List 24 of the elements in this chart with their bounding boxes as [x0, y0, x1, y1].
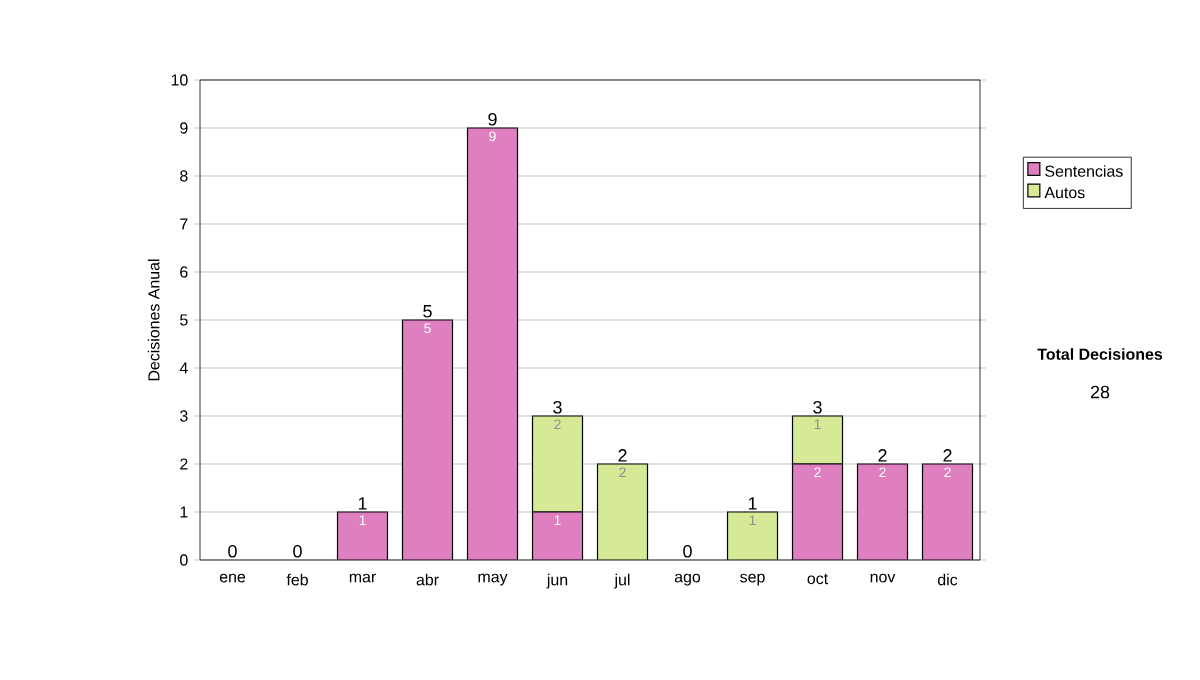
bar: [531, 415, 584, 513]
text: 28: [1090, 385, 1110, 399]
total-label: 2: [878, 449, 887, 462]
bar: [791, 415, 844, 465]
bar: [791, 463, 844, 560]
bar: [856, 463, 909, 560]
bar: [467, 127, 518, 560]
total-label: 2: [618, 449, 627, 462]
total-label: 1: [748, 497, 757, 510]
bar: [532, 512, 583, 560]
total-label: 9: [488, 112, 497, 126]
total-label: 3: [813, 400, 822, 414]
bar: [726, 511, 779, 560]
total-label: 0: [683, 544, 692, 558]
bar: [402, 319, 453, 560]
total-label: 0: [228, 544, 237, 558]
bar: [921, 463, 974, 560]
total-label: 0: [293, 544, 302, 558]
total-label: 3: [553, 400, 562, 414]
bar: [337, 512, 388, 560]
total-label: 5: [423, 305, 432, 318]
total-label: 1: [358, 497, 367, 510]
total-label: 2: [943, 449, 952, 462]
bar: [597, 464, 648, 560]
